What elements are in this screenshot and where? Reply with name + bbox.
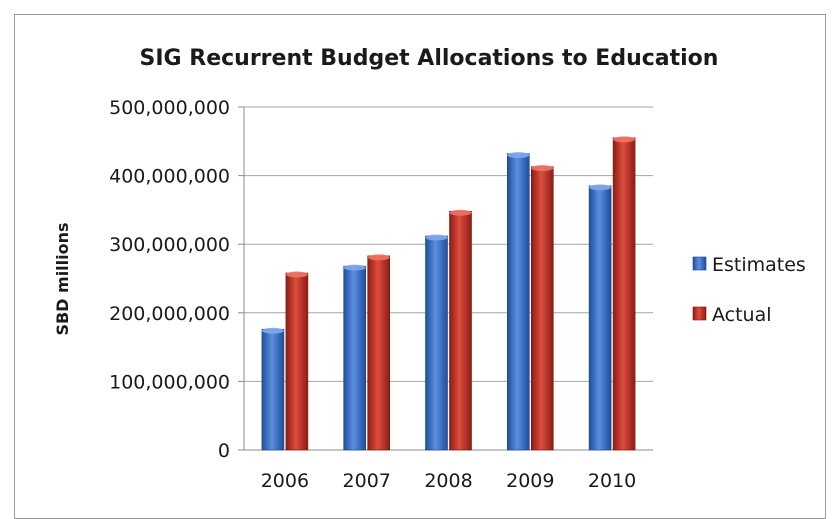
y-tick-label: 500,000,000 <box>109 97 230 119</box>
x-tick-label: 2010 <box>588 470 636 492</box>
chart-title: SIG Recurrent Budget Allocations to Educ… <box>140 46 719 71</box>
bar-cap <box>589 184 611 190</box>
bar-estimates-2007 <box>344 266 366 450</box>
bar-actual-2009 <box>531 167 553 450</box>
y-tick-label: 100,000,000 <box>109 371 230 393</box>
x-tick-label: 2007 <box>343 470 391 492</box>
bar-cap <box>344 265 366 271</box>
x-tick-label: 2008 <box>424 470 472 492</box>
bar-estimates-2009 <box>507 154 529 450</box>
bar-cap <box>368 254 390 260</box>
legend-label-actual: Actual <box>712 304 772 326</box>
legend-swatch-estimates <box>693 257 706 270</box>
legend-label-estimates: Estimates <box>712 254 806 276</box>
bar-cap <box>262 328 284 334</box>
legend-swatch-actual <box>693 307 706 320</box>
bar-estimates-2006 <box>262 329 284 450</box>
bar-cap <box>286 272 308 278</box>
bar-actual-2006 <box>286 273 308 450</box>
x-tick-label: 2006 <box>261 470 309 492</box>
bar-actual-2007 <box>368 256 390 450</box>
y-tick-label: 0 <box>218 440 230 462</box>
bar-actual-2010 <box>613 138 635 450</box>
bar-estimates-2010 <box>589 186 611 450</box>
y-tick-label: 200,000,000 <box>109 303 230 325</box>
bars <box>262 136 635 450</box>
y-tick-label: 400,000,000 <box>109 166 230 188</box>
budget-bar-chart: SIG Recurrent Budget Allocations to Educ… <box>0 0 834 507</box>
y-axis-label: SBD millions <box>53 222 72 335</box>
y-tick-label: 300,000,000 <box>109 234 230 256</box>
bar-cap <box>613 136 635 142</box>
bar-estimates-2008 <box>426 236 448 450</box>
bar-cap <box>450 210 472 216</box>
bar-cap <box>426 234 448 240</box>
legend: Estimates Actual <box>693 254 806 326</box>
bar-cap <box>531 165 553 171</box>
bar-actual-2008 <box>450 211 472 450</box>
x-tick-label: 2009 <box>506 470 554 492</box>
bar-cap <box>507 152 529 158</box>
